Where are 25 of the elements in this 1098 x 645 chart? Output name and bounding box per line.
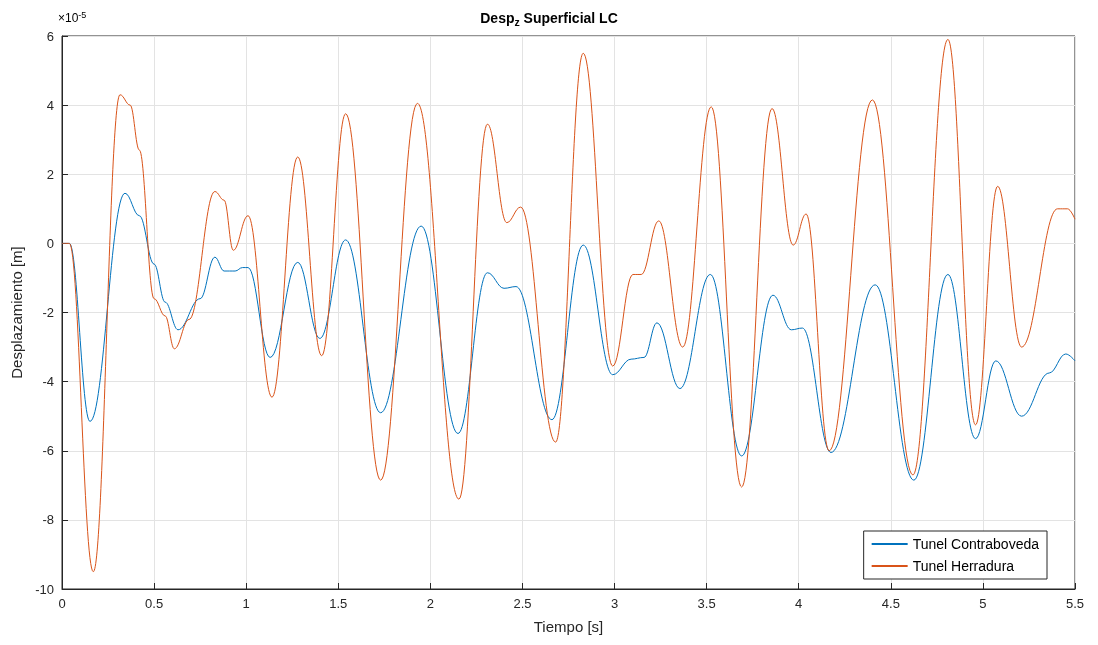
x-tick-label: 2	[426, 596, 434, 611]
x-tick-label: 5	[979, 596, 987, 611]
x-tick-label: 3.5	[697, 596, 716, 611]
y-tick-label: 0	[46, 235, 54, 251]
y-tick-label: 2	[46, 166, 54, 182]
x-tick-label: 4.5	[881, 596, 900, 611]
legend-label: Tunel Herradura	[912, 558, 1015, 574]
x-tick-label: 3	[610, 596, 619, 611]
legend-label: Tunel Contraboveda	[912, 536, 1040, 552]
y-tick-label: 4	[46, 97, 54, 113]
y-tick-label: -2	[42, 305, 54, 320]
x-tick-label: 1	[242, 596, 250, 611]
x-tick-label: 1.5	[329, 596, 348, 611]
x-tick-label: 5.5	[1065, 596, 1085, 611]
x-tick-label: 0	[58, 596, 66, 611]
y-tick-label: -6	[42, 443, 54, 459]
y-tick-label: -10	[35, 581, 54, 597]
x-tick-label: 2.5	[513, 596, 532, 611]
x-tick-label: 0.5	[145, 596, 164, 611]
y-tick-label: -8	[42, 512, 54, 528]
x-tick-label: 4	[795, 596, 803, 611]
y-tick-label: -4	[42, 374, 54, 390]
y-axis-title: Desplazamiento [m]	[8, 246, 26, 379]
y-tick-label: 6	[46, 28, 54, 44]
x-axis-title: Tiempo [s]	[533, 618, 604, 635]
